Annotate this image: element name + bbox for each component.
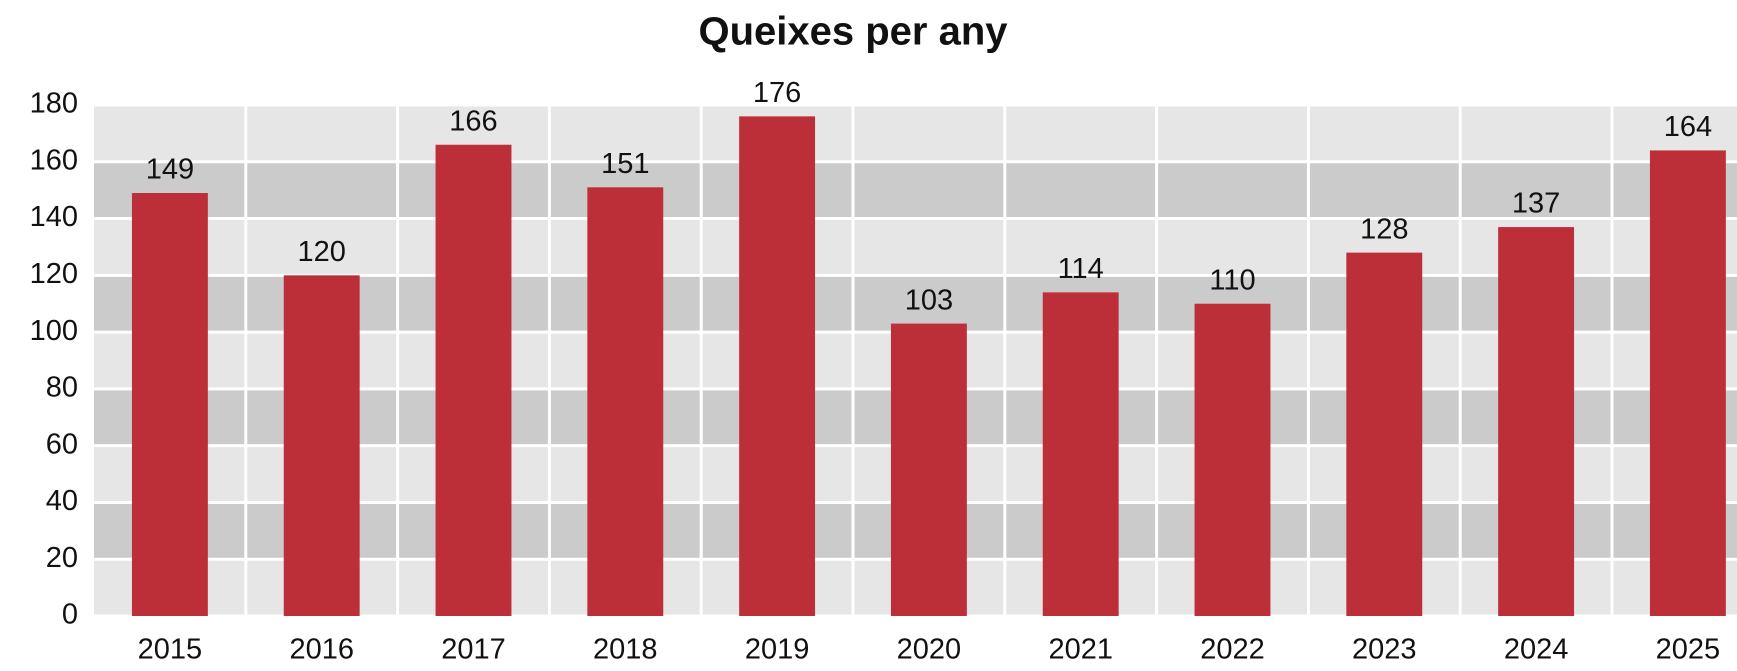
bar (1346, 252, 1423, 616)
y-tick-label: 120 (30, 258, 78, 290)
plot-band (94, 275, 1737, 333)
y-tick-label: 140 (30, 201, 78, 233)
x-tick-label: 2016 (289, 634, 354, 666)
y-tick-label: 80 (46, 372, 78, 404)
data-label: 120 (298, 236, 346, 268)
y-tick-label: 40 (46, 485, 78, 517)
plot-band (94, 161, 1737, 219)
chart-title: Queixes per any (698, 10, 1008, 54)
bar (283, 275, 360, 616)
y-tick-label: 160 (30, 144, 78, 176)
x-tick-label: 2017 (441, 634, 506, 666)
x-tick-label: 2024 (1504, 634, 1569, 666)
x-tick-label: 2019 (745, 634, 810, 666)
bar (1042, 292, 1119, 616)
y-tick-label: 20 (46, 542, 78, 574)
data-label: 151 (601, 148, 649, 180)
x-tick-label: 2021 (1048, 634, 1113, 666)
bar (739, 116, 816, 616)
bar (890, 323, 967, 616)
data-label: 128 (1360, 213, 1408, 245)
bar (587, 187, 664, 617)
data-label: 110 (1209, 264, 1255, 296)
data-label: 164 (1664, 111, 1712, 143)
x-tick-label: 2018 (593, 634, 658, 666)
bar (435, 144, 512, 616)
bar (1498, 227, 1575, 617)
x-tick-label: 2023 (1352, 634, 1417, 666)
x-tick-label: 2020 (897, 634, 962, 666)
y-tick-label: 60 (46, 428, 78, 460)
bar (1194, 303, 1271, 616)
data-label: 176 (753, 77, 801, 109)
y-tick-label: 180 (30, 88, 78, 120)
x-tick-label: 2022 (1200, 634, 1265, 666)
data-label: 137 (1512, 188, 1560, 220)
bar (1649, 150, 1726, 616)
data-label: 149 (146, 154, 194, 186)
data-label: 166 (449, 105, 497, 137)
data-label: 103 (905, 284, 953, 316)
x-tick-label: 2025 (1656, 634, 1721, 666)
x-tick-label: 2015 (138, 634, 203, 666)
y-tick-label: 0 (62, 599, 78, 631)
data-label: 114 (1058, 253, 1104, 285)
bar (131, 193, 208, 616)
y-tick-label: 100 (30, 315, 78, 347)
